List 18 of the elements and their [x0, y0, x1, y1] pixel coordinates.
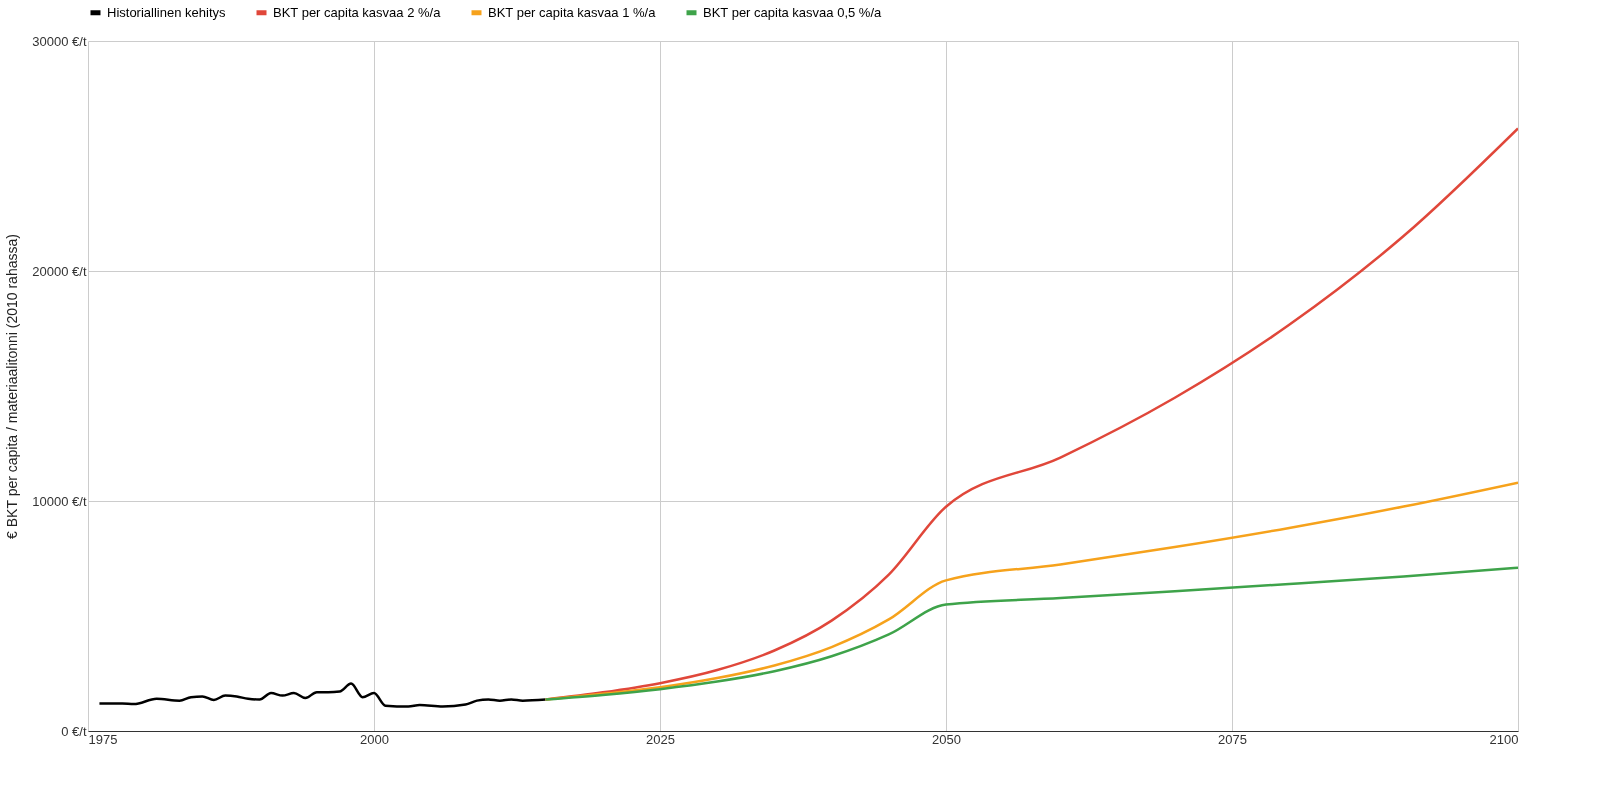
- y-axis-title: € BKT per capita / materiaalitonni (2010 rahassa): [4, 234, 21, 539]
- x-tick-label: 1975: [88, 731, 118, 747]
- x-tick-label: 2000: [360, 731, 389, 747]
- line-series: [544, 566, 1518, 701]
- legend-label: BKT per capita kasvaa 0,5 %/a: [703, 4, 883, 20]
- y-tick-label: 10000 €/t: [32, 493, 87, 509]
- line-series: [544, 481, 1518, 701]
- legend-label: BKT per capita kasvaa 1 %/a: [488, 4, 657, 20]
- legend-label: BKT per capita kasvaa 2 %/a: [273, 4, 442, 20]
- line-series: [98, 682, 547, 708]
- y-tick-label: 30000 €/t: [32, 33, 87, 49]
- y-tick-label: 0 €/t: [61, 723, 87, 739]
- y-tick-label: 20000 €/t: [32, 263, 87, 279]
- legend-label: Historiallinen kehitys: [107, 4, 226, 20]
- x-tick-label: 2075: [1218, 731, 1247, 747]
- x-tick-label: 2100: [1489, 731, 1519, 747]
- x-tick-label: 2025: [646, 731, 675, 747]
- x-tick-label: 2050: [932, 731, 961, 747]
